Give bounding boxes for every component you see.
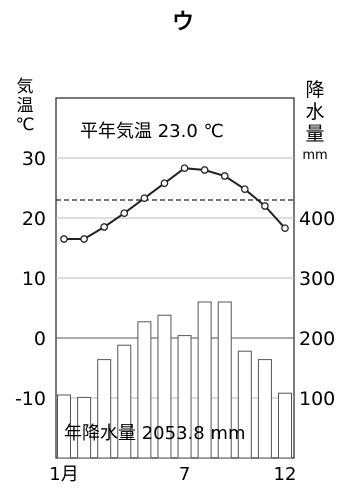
panel-label: ウ: [172, 10, 194, 35]
precipitation-axis-label: 降水量 mm: [302, 79, 327, 163]
temperature-tick-labels: -10 0 10 20 30: [15, 148, 46, 410]
month-tick-label: 12: [274, 464, 297, 485]
temperature-annotation: 平年気温 23.0 ℃: [80, 121, 224, 142]
temperature-series: [60, 164, 289, 243]
precipitation-axis-label-char: mm: [302, 148, 327, 163]
temperature-axis-label-char: ℃: [15, 115, 34, 135]
precipitation-bar: [77, 396, 92, 459]
precipitation-tick-labels: 100 200 300 400: [299, 208, 335, 410]
precipitation-bar: [217, 301, 232, 459]
temperature-point: [240, 185, 249, 194]
precipitation-tick-label: 200: [299, 328, 335, 350]
temperature-point: [60, 235, 68, 243]
temperature-tick-label: 10: [22, 268, 46, 290]
precipitation-bar: [157, 314, 172, 459]
precipitation-bar: [97, 359, 112, 459]
temperature-tick-label: 30: [22, 148, 46, 170]
precipitation-axis-label-char: 水: [305, 101, 324, 123]
precipitation-bar: [57, 394, 71, 459]
precipitation-axis-label-char: 量: [305, 123, 324, 145]
precipitation-bar: [237, 350, 252, 459]
precipitation-annotation: 年降水量 2053.8 mm: [64, 423, 246, 444]
temperature-point: [160, 179, 169, 188]
precipitation-bar: [197, 301, 212, 459]
temperature-point: [120, 209, 129, 218]
temperature-tick-label: -10: [15, 388, 46, 410]
precipitation-bar: [177, 335, 192, 459]
precipitation-bars: [57, 301, 292, 459]
temperature-axis-label-char: 気: [17, 77, 34, 97]
gridlines: [56, 157, 294, 399]
temperature-point: [220, 172, 229, 180]
temperature-point: [80, 235, 88, 243]
precipitation-tick-label: 300: [299, 268, 335, 290]
temperature-point: [281, 224, 289, 233]
precipitation-tick-label: 100: [299, 388, 335, 410]
temperature-axis-label: 気温℃: [15, 77, 34, 135]
temperature-tick-label: 20: [22, 208, 46, 230]
temperature-point: [200, 166, 209, 174]
precipitation-bar: [257, 359, 272, 459]
month-tick-labels: 1月 7 12: [49, 464, 296, 485]
temperature-point: [261, 202, 269, 210]
temperature-line: [64, 167, 286, 240]
temperature-tick-label: 0: [34, 328, 46, 350]
precipitation-bar: [117, 344, 132, 459]
precipitation-axis-label-char: 降: [305, 79, 324, 101]
month-tick-label: 7: [179, 464, 190, 485]
precipitation-tick-label: 400: [299, 208, 335, 230]
temperature-point: [140, 194, 149, 203]
temperature-point: [100, 223, 109, 231]
temperature-point: [180, 164, 189, 173]
precipitation-bar: [278, 392, 292, 459]
temperature-axis-label-char: 温: [17, 96, 34, 116]
month-tick-label: 1月: [49, 464, 78, 485]
precipitation-bar: [137, 321, 152, 459]
